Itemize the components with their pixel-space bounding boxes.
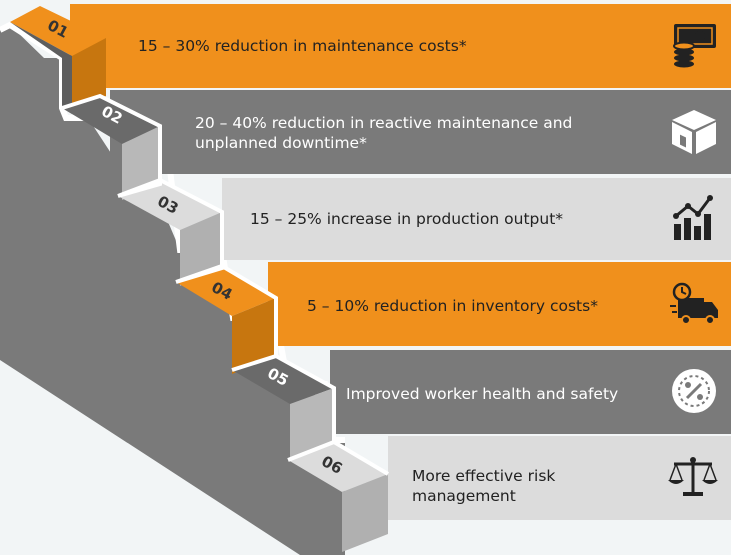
percent-badge-icon (672, 369, 716, 413)
staircase-wall (0, 25, 345, 555)
step-top-2 (62, 96, 160, 144)
step-front-3 (180, 212, 222, 286)
step-bar-2 (110, 90, 731, 174)
step-top-3 (118, 180, 222, 230)
step-top-6 (288, 442, 388, 492)
step-front-5 (290, 388, 334, 460)
balance-scale-icon (668, 457, 718, 496)
step-front-6 (342, 474, 388, 552)
step-text-5: Improved worker health and safety (346, 385, 619, 403)
box-icon (672, 110, 716, 154)
delivery-truck-clock-icon (670, 282, 718, 325)
step-top-1 (10, 6, 106, 56)
step-text-4: 5 – 10% reduction in inventory costs* (307, 297, 598, 315)
step-top-5 (232, 356, 334, 404)
step-bar-1 (70, 4, 731, 88)
growth-chart-icon (673, 195, 713, 240)
money-stack-icon (673, 24, 716, 68)
step-bar-6 (388, 436, 731, 520)
step-text-6: More effective risk management (412, 467, 556, 505)
step-bar-4 (268, 262, 731, 346)
step-text-3: 15 – 25% increase in production output* (250, 210, 564, 228)
step-bar-3 (222, 178, 731, 260)
stair-highlight (61, 93, 390, 476)
step-text-2: 20 – 40% reduction in reactive maintenan… (195, 114, 573, 152)
step-top-4 (176, 266, 276, 316)
step-front-4 (232, 298, 276, 374)
step-bar-5 (330, 350, 731, 434)
step-text-1: 15 – 30% reduction in maintenance costs* (138, 37, 467, 55)
